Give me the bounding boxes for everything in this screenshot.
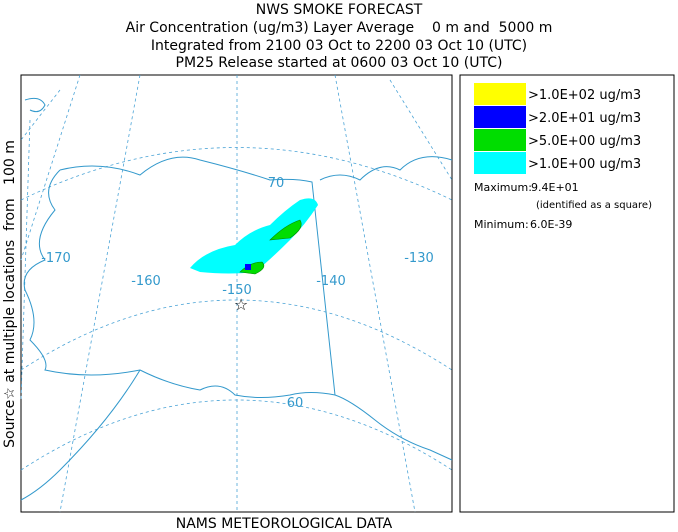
subtitle: Integrated from 2100 03 Oct to 2200 03 O… (151, 38, 527, 54)
legend-label: >2.0E+01 ug/m3 (528, 111, 641, 126)
graticule (20, 74, 453, 513)
subtitle: PM25 Release started at 0600 03 Oct 10 (… (176, 55, 503, 71)
footer: NAMS METEOROLOGICAL DATA (176, 516, 393, 532)
map-label: -150 (222, 283, 252, 298)
legend-swatch (474, 129, 526, 151)
map-label: -160 (131, 274, 161, 289)
source-star: ☆ (234, 295, 248, 314)
map-label: 60 (287, 396, 304, 411)
smoke-plume (190, 198, 318, 275)
legend-label: >1.0E+00 ug/m3 (528, 157, 641, 172)
map-label: -170 (41, 251, 71, 266)
map-label: -140 (316, 274, 346, 289)
map-label: 70 (268, 176, 285, 191)
min-label: Minimum: (474, 218, 529, 231)
title: NWS SMOKE FORECAST (256, 2, 423, 18)
legend-swatch (474, 106, 526, 128)
legend-label: >1.0E+02 ug/m3 (528, 88, 641, 103)
legend-label: >5.0E+00 ug/m3 (528, 134, 641, 149)
max-value: 9.4E+01 (531, 181, 579, 194)
coastline (20, 97, 453, 501)
legend-swatch (474, 152, 526, 174)
side-label: Source☆ at multiple locations from 100 m (2, 140, 18, 448)
max-note: (identified as a square) (536, 200, 652, 211)
min-value: 6.0E-39 (530, 218, 572, 231)
subtitle: Air Concentration (ug/m3) Layer Average … (126, 20, 553, 36)
legend-swatch (474, 83, 526, 105)
map-label: -130 (404, 251, 434, 266)
max-label: Maximum: (474, 181, 532, 194)
